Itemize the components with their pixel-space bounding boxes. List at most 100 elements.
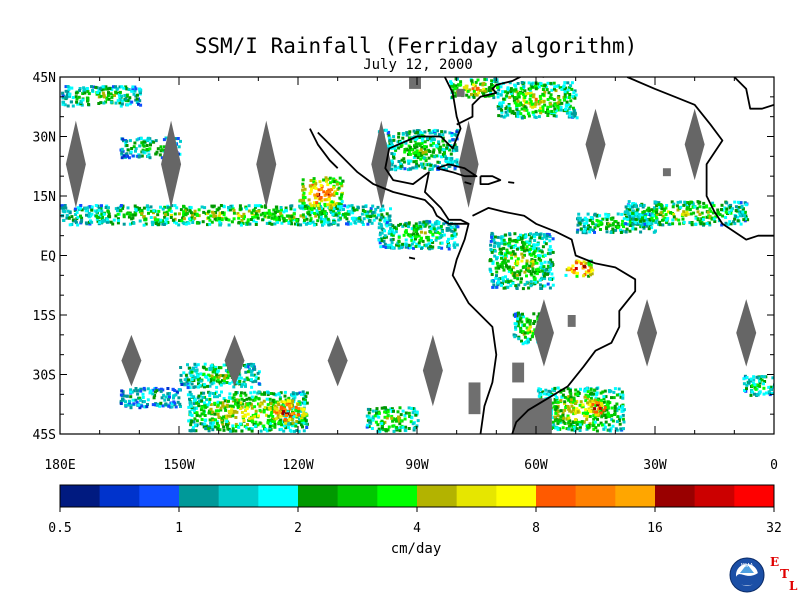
rain-cell [549,103,552,106]
rain-cell [277,403,280,406]
rain-cell [665,213,668,216]
rain-cell [172,219,175,222]
rain-cell [557,96,560,99]
rain-cell [522,246,525,249]
rain-cell [193,217,196,220]
rain-cell [204,427,207,430]
rain-cell [430,154,433,157]
y-tick-label: 30N [33,131,56,146]
rain-cell [295,219,298,222]
rain-cell [202,392,205,395]
rain-cell [669,211,672,214]
rain-cell [342,208,345,211]
rain-cell [385,224,388,227]
rain-cell [735,205,738,208]
rain-cell [560,106,563,109]
rain-cell [179,379,182,382]
rain-cell [292,392,295,395]
rain-cell [247,218,250,221]
rain-cell [84,207,87,210]
rain-cell [248,428,251,431]
rain-cell [533,235,536,238]
rain-cell [303,192,306,195]
rain-cell [423,145,426,148]
rain-cell [109,87,112,90]
rain-cell [87,99,90,102]
rain-cell [520,260,523,263]
rain-cell [249,391,252,394]
rain-cell [510,257,513,260]
rain-cell [425,236,428,239]
rain-cell [120,95,123,98]
rain-cell [202,396,205,399]
rain-cell [248,210,251,213]
rain-cell [312,221,315,224]
rain-cell [646,219,649,222]
rain-cell [539,233,542,236]
rain-cell [737,201,740,204]
rain-cell [540,82,543,85]
rain-cell [328,224,331,227]
rain-cell [283,220,286,223]
rain-cell [541,270,544,273]
rain-cell [508,233,511,236]
rain-cell [730,209,733,212]
rain-cell [130,101,133,104]
rain-cell [76,224,79,227]
rain-cell [318,207,321,210]
rain-cell [69,223,72,226]
rain-cell [544,261,547,264]
rain-cell [733,201,736,204]
rain-cell [648,227,651,230]
rain-cell [137,404,140,407]
rain-cell [229,430,232,433]
rain-cell [373,219,376,222]
rain-cell [275,417,278,420]
rain-cell [525,274,528,277]
rain-cell [385,429,388,432]
rain-cell [569,84,572,87]
rain-cell [665,204,668,207]
rain-cell [508,266,511,269]
rain-cell [597,220,600,223]
rain-cell [378,412,381,415]
rain-cell [251,420,254,423]
rain-cell [563,98,566,101]
rain-cell [269,398,272,401]
rain-cell [318,188,321,191]
rain-cell [86,87,89,90]
rain-cell [707,211,710,214]
rain-cell [470,93,473,96]
rain-cell [612,420,615,423]
rain-cell [503,116,506,119]
rain-cell [592,418,595,421]
rain-cell [589,415,592,418]
rain-cell [753,383,756,386]
rain-cell [188,222,191,225]
rain-cell [436,145,439,148]
rain-cell [490,79,493,82]
rain-cell [547,82,550,85]
rain-cell [438,221,441,224]
rain-cell [203,383,206,386]
rain-cell [147,137,150,140]
rain-cell [196,419,199,422]
rain-cell [540,263,543,266]
rain-cell [126,144,129,147]
rain-cell [702,218,705,221]
rain-cell [547,98,550,101]
rain-cell [255,212,258,215]
rain-cell [631,227,634,230]
rain-cell [446,227,449,230]
rain-cell [655,216,658,219]
rain-cell [488,86,491,89]
rain-cell [547,283,550,286]
rain-cell [541,93,544,96]
rain-cell [240,391,243,394]
rain-cell [270,411,273,414]
rain-cell [409,235,412,238]
rain-cell [107,94,110,97]
rain-cell [76,211,79,214]
rain-cell [266,398,269,401]
rain-cell [502,98,505,101]
